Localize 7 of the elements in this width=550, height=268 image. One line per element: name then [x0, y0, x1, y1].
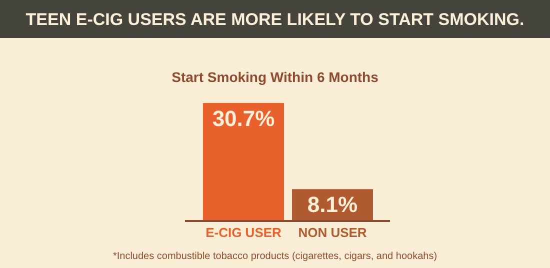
- data-label: 8.1%: [307, 192, 358, 218]
- chart-subtitle: Start Smoking Within 6 Months: [172, 69, 379, 85]
- x-tick-label: NON USER: [298, 225, 368, 240]
- text: *Includes combustible tobacco products (cigarettes, cigars, and hookahs): [112, 251, 438, 262]
- chart-title: TEEN E-CIG USERS ARE MORE LIKELY TO START SMOKING.: [26, 10, 524, 29]
- data-label: 30.7%: [212, 106, 275, 131]
- x-tick-label: E-CIG USER: [206, 225, 282, 240]
